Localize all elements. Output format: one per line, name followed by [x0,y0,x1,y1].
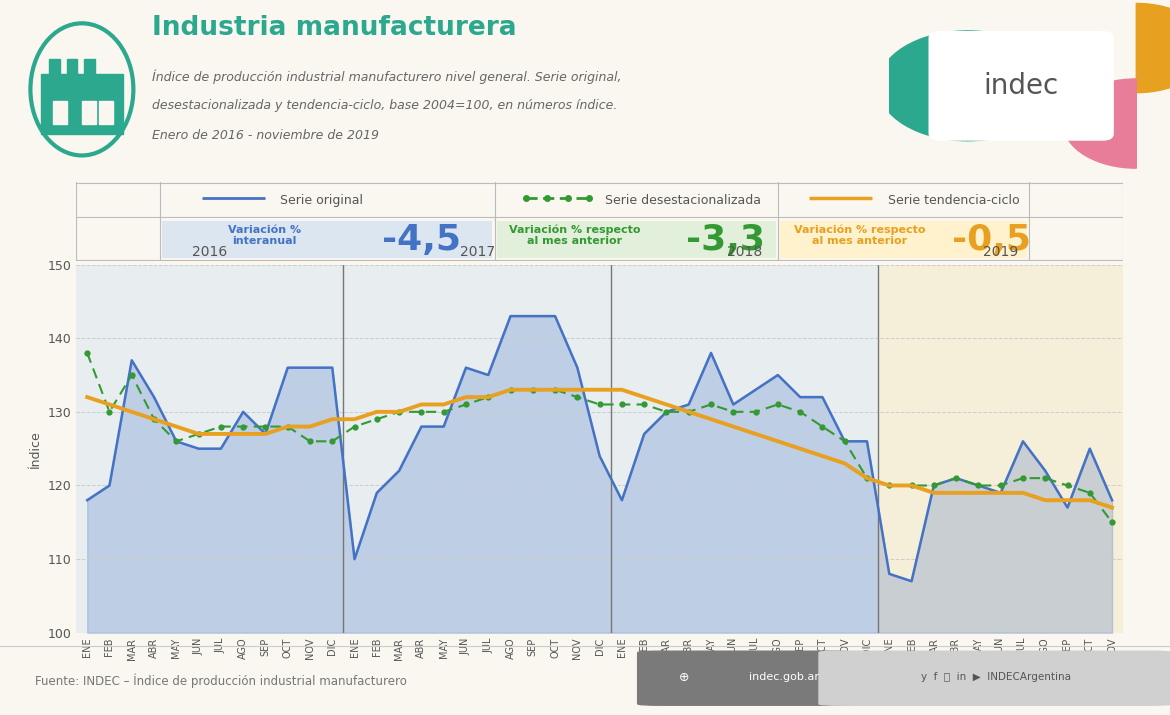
Text: indec.gob.ar: indec.gob.ar [749,673,819,682]
FancyBboxPatch shape [929,31,1114,141]
FancyBboxPatch shape [53,102,67,124]
FancyBboxPatch shape [779,221,1027,258]
FancyBboxPatch shape [99,102,113,124]
Text: -3,3: -3,3 [686,222,765,257]
FancyBboxPatch shape [82,102,96,124]
Text: Serie desestacionalizada: Serie desestacionalizada [605,194,760,207]
FancyBboxPatch shape [67,59,77,92]
Text: Variación % respecto: Variación % respecto [509,225,640,235]
Text: Serie tendencia-ciclo: Serie tendencia-ciclo [888,194,1019,207]
FancyBboxPatch shape [819,651,1170,705]
Text: Enero de 2016 - noviembre de 2019: Enero de 2016 - noviembre de 2019 [152,129,379,142]
Text: Variación %: Variación % [228,225,301,235]
FancyBboxPatch shape [49,59,60,92]
Text: al mes anterior: al mes anterior [526,236,622,246]
FancyBboxPatch shape [161,221,491,258]
FancyBboxPatch shape [497,221,776,258]
Text: Industria manufacturera: Industria manufacturera [152,15,517,41]
Y-axis label: Índice: Índice [29,430,42,468]
Wedge shape [1136,4,1170,93]
Text: Serie original: Serie original [281,194,363,207]
Text: 2017: 2017 [460,245,495,259]
Text: al mes anterior: al mes anterior [812,236,907,246]
Wedge shape [878,31,968,141]
Text: desestacionalizada y tendencia-ciclo, base 2004=100, en números índice.: desestacionalizada y tendencia-ciclo, ba… [152,99,618,112]
Wedge shape [968,31,1058,141]
Text: -0,5: -0,5 [951,222,1031,257]
Text: Variación % respecto: Variación % respecto [793,225,925,235]
FancyBboxPatch shape [84,59,95,92]
Text: interanual: interanual [233,236,297,246]
Text: -4,5: -4,5 [383,222,461,257]
Text: Fuente: INDEC – Índice de producción industrial manufacturero: Fuente: INDEC – Índice de producción ind… [35,674,407,689]
Text: Índice de producción industrial manufacturero nivel general. Serie original,: Índice de producción industrial manufact… [152,69,621,84]
FancyBboxPatch shape [638,651,854,705]
Text: ⊕: ⊕ [679,671,689,684]
FancyBboxPatch shape [41,74,123,134]
Text: 2018: 2018 [727,245,762,259]
Text: y  f  ⓘ  in  ▶  INDECArgentina: y f ⓘ in ▶ INDECArgentina [921,673,1071,682]
Text: 2019: 2019 [983,245,1018,259]
Wedge shape [1064,79,1136,168]
Text: 2016: 2016 [192,245,227,259]
Text: indec: indec [984,72,1059,100]
Bar [879,265,1123,633]
